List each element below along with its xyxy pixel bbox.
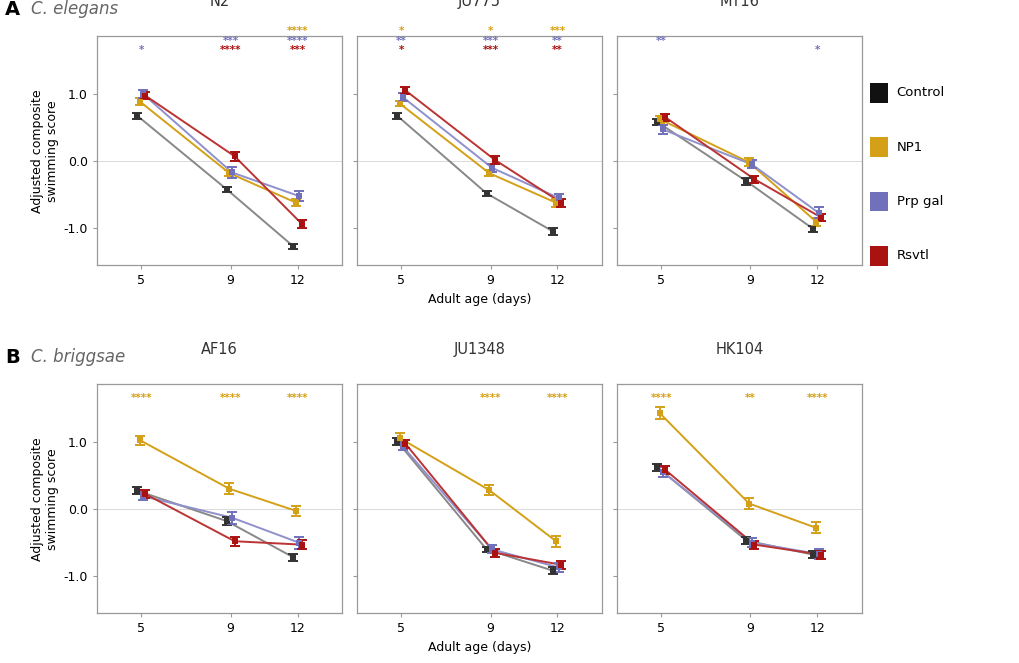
Title: AF16: AF16 bbox=[201, 342, 237, 357]
Text: ****: **** bbox=[546, 393, 568, 403]
Text: ****: **** bbox=[130, 393, 152, 403]
Text: *: * bbox=[814, 45, 819, 55]
Title: HK104: HK104 bbox=[714, 342, 762, 357]
Text: ***: *** bbox=[289, 45, 306, 55]
X-axis label: Adult age (days): Adult age (days) bbox=[427, 641, 531, 654]
Y-axis label: Adjusted composite
swimming score: Adjusted composite swimming score bbox=[32, 89, 59, 213]
Text: ****: **** bbox=[286, 27, 308, 36]
Text: **: ** bbox=[551, 45, 562, 55]
Text: *: * bbox=[487, 27, 493, 36]
Text: *: * bbox=[139, 45, 144, 55]
Text: *: * bbox=[398, 27, 404, 36]
X-axis label: Adult age (days): Adult age (days) bbox=[427, 293, 531, 306]
Text: ****: **** bbox=[650, 393, 672, 403]
Title: JU775: JU775 bbox=[458, 0, 500, 9]
Text: **: ** bbox=[744, 393, 755, 403]
Title: MY16: MY16 bbox=[718, 0, 758, 9]
Y-axis label: Adjusted composite
swimming score: Adjusted composite swimming score bbox=[32, 437, 59, 561]
Title: N2: N2 bbox=[209, 0, 229, 9]
Text: Rsvtl: Rsvtl bbox=[896, 249, 928, 263]
Text: **: ** bbox=[655, 36, 666, 46]
Text: *: * bbox=[398, 45, 404, 55]
Text: **: ** bbox=[551, 36, 562, 46]
Text: Control: Control bbox=[896, 86, 944, 99]
Text: ****: **** bbox=[479, 393, 500, 403]
Text: C. elegans: C. elegans bbox=[31, 0, 117, 18]
Text: ***: *** bbox=[549, 27, 565, 36]
Text: NP1: NP1 bbox=[896, 141, 922, 154]
Title: JU1348: JU1348 bbox=[453, 342, 504, 357]
Text: ***: *** bbox=[482, 36, 498, 46]
Text: C. briggsae: C. briggsae bbox=[31, 348, 124, 366]
Text: B: B bbox=[5, 348, 19, 367]
Text: A: A bbox=[5, 0, 20, 19]
Text: ****: **** bbox=[220, 393, 242, 403]
Text: ***: *** bbox=[222, 36, 238, 46]
Text: ****: **** bbox=[220, 45, 242, 55]
Text: ****: **** bbox=[286, 36, 308, 46]
Text: **: ** bbox=[395, 36, 407, 46]
Text: ***: *** bbox=[482, 45, 498, 55]
Text: ****: **** bbox=[286, 393, 308, 403]
Text: ****: **** bbox=[806, 393, 827, 403]
Text: Prp gal: Prp gal bbox=[896, 195, 942, 208]
